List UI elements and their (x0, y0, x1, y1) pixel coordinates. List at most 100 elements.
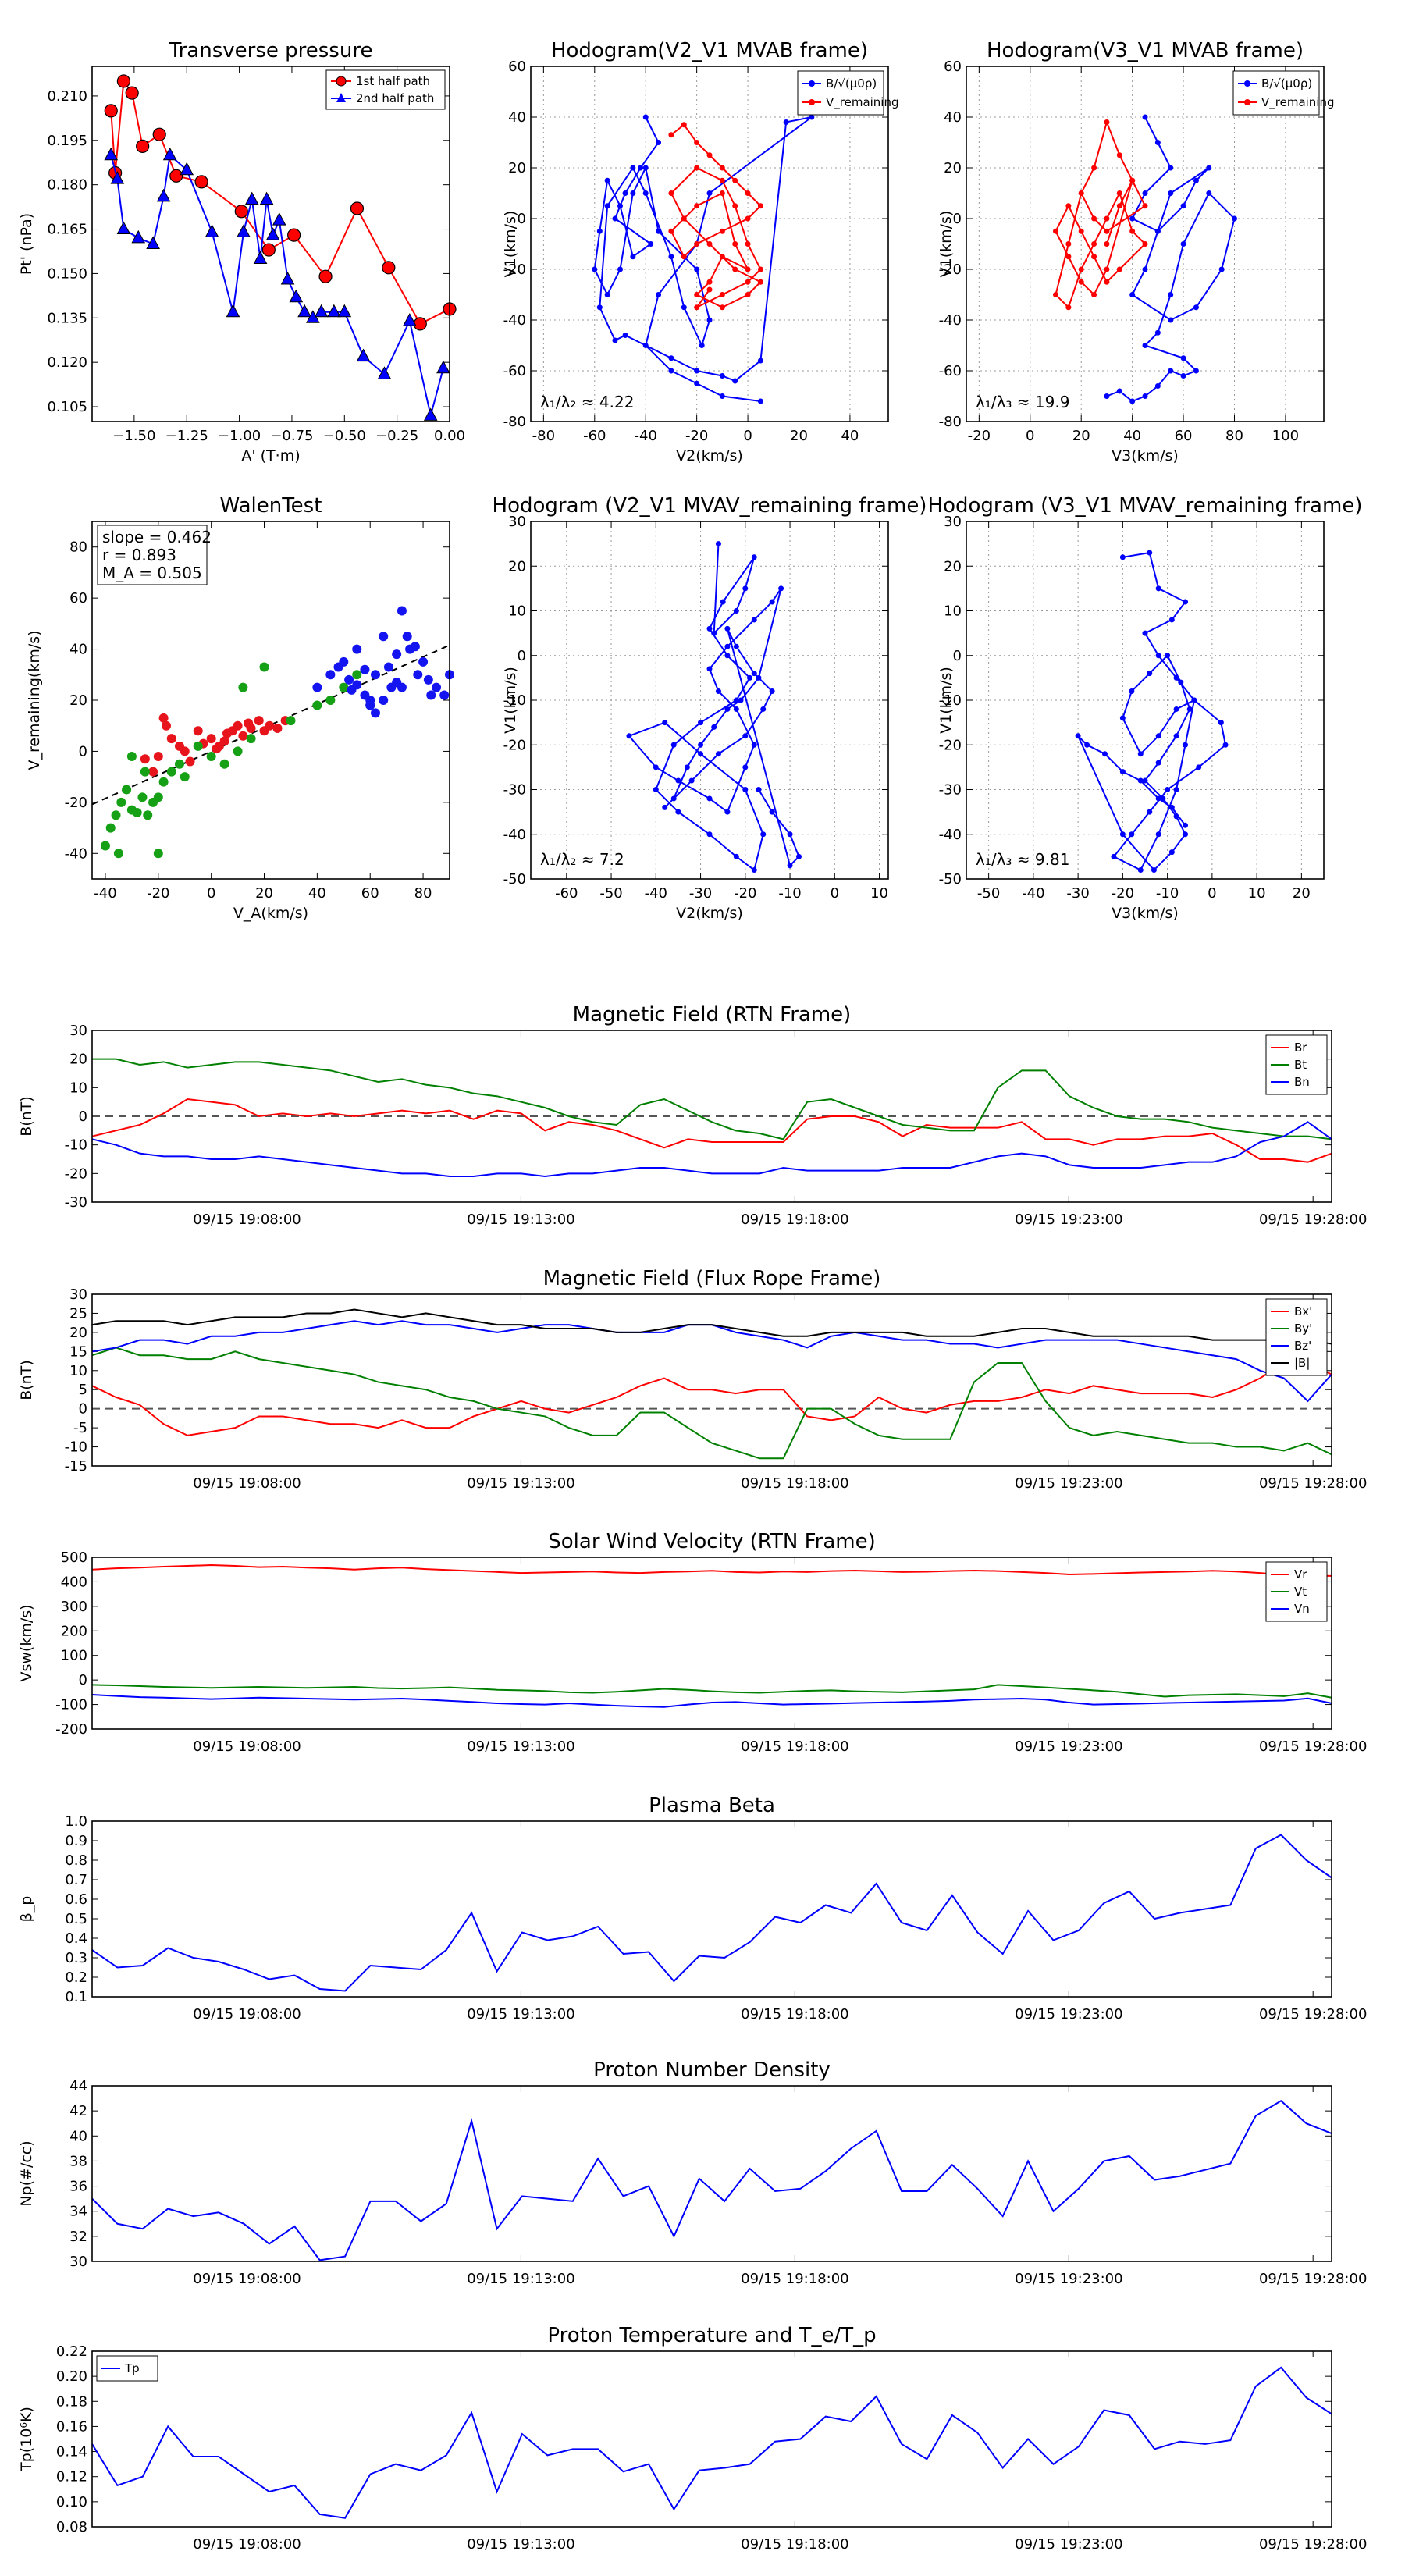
ts2-ytick-label: 0 (79, 1401, 87, 1418)
wt-ytick-label: -40 (65, 845, 87, 862)
h3-point (751, 742, 757, 748)
h3-xtick-label: -50 (599, 885, 622, 902)
wt-point (397, 606, 407, 616)
h1-point (668, 228, 674, 234)
wt-point (272, 723, 283, 733)
tp-point (131, 229, 146, 244)
wt-point (158, 713, 169, 723)
h4-point (1178, 679, 1184, 685)
ts2-xtick-label: 09/15 19:18:00 (741, 1475, 848, 1492)
h4-series-line (1077, 551, 1227, 872)
h1-point (706, 317, 713, 323)
ts2-ytick-label: 5 (79, 1382, 87, 1398)
h3-point (742, 585, 749, 592)
ts4-ytick-label: 0.1 (65, 1989, 87, 2005)
ts2-ytick-label: 15 (69, 1343, 87, 1360)
wt-point (312, 700, 322, 710)
wt-point (113, 849, 123, 859)
wt-point (153, 751, 163, 761)
ts3-ytick-label: -200 (55, 1721, 87, 1738)
h4-point (1165, 787, 1171, 792)
tp-legend-label: 2nd half path (356, 91, 434, 105)
h1-point (668, 190, 674, 196)
h3-point (778, 585, 784, 592)
wt-point (244, 718, 254, 728)
ts6-xtick-label: 09/15 19:28:00 (1259, 2536, 1367, 2553)
wt-point (347, 685, 357, 695)
ts6-ytick-label: 0.10 (56, 2494, 87, 2510)
h3-point (715, 751, 721, 757)
wt-point (222, 728, 233, 738)
wt-point (148, 767, 158, 777)
ts5-ytick-label: 40 (69, 2128, 87, 2144)
wt-point (206, 751, 216, 761)
h2-point (1053, 228, 1058, 234)
tp-point (104, 147, 119, 161)
tp-point (261, 243, 276, 257)
h1-point (638, 165, 644, 171)
wt-point (344, 674, 354, 685)
ts5-ytick-label: 38 (69, 2153, 87, 2169)
tp-title: Transverse pressure (169, 39, 373, 62)
wt-point (371, 708, 381, 718)
h2-point (1129, 215, 1136, 222)
h4-point (1186, 706, 1193, 712)
h4-point (1129, 688, 1135, 695)
wt-xtick-label: 0 (207, 885, 215, 902)
h3-frame (530, 521, 889, 880)
h1-xtick-label: 0 (743, 428, 752, 444)
h3-point (796, 853, 802, 859)
ts4-xtick-label: 09/15 19:08:00 (193, 2006, 301, 2023)
h1-point (668, 254, 674, 260)
h2-point (1193, 368, 1199, 374)
h3-ytick-label: -40 (503, 827, 526, 843)
h3-point (724, 625, 731, 632)
ts6-series-Tp (91, 2366, 1332, 2519)
tp-ytick-label: 0.135 (47, 310, 87, 326)
wt-point (193, 726, 203, 736)
wt-point (246, 734, 256, 744)
wt-xtick-label: -40 (94, 885, 116, 902)
h2-ylabel: V1(km/s) (937, 211, 955, 278)
h3-point (751, 671, 757, 677)
h1-point (681, 304, 687, 311)
h1-point (699, 343, 705, 348)
ts3-series-Vt (91, 1684, 1332, 1699)
wt-point (379, 696, 389, 705)
ts2-series-By' (91, 1347, 1332, 1460)
wt-point (352, 670, 362, 680)
h1-ylabel: V1(km/s) (502, 211, 519, 278)
h2-point (1193, 304, 1199, 311)
h1-point (694, 266, 700, 272)
h3-ytick-label: -20 (503, 737, 526, 753)
h3-point (675, 809, 681, 815)
h1-point (745, 215, 751, 222)
h2-xtick-label: 20 (1072, 428, 1090, 444)
h1-point (681, 215, 687, 222)
tp-ytick-label: 0.210 (47, 88, 87, 105)
wt-point (100, 841, 110, 851)
wt-stat: r = 0.893 (102, 546, 176, 564)
ts5-ytick-label: 44 (69, 2078, 87, 2094)
h4-point (1183, 831, 1189, 838)
h3-point (756, 787, 762, 792)
h1-ytick-label: -20 (503, 262, 526, 278)
tp-series-line (110, 153, 444, 416)
h2-point (1078, 228, 1084, 234)
h3-point (715, 541, 721, 547)
wt-ytick-label: 20 (69, 692, 87, 709)
wt-point (111, 810, 121, 820)
ts2-legend-label: By' (1294, 1322, 1312, 1336)
tp-xtick-label: −0.75 (270, 428, 313, 444)
h4-point (1218, 720, 1224, 726)
ts3-xtick-label: 09/15 19:08:00 (193, 1738, 301, 1755)
h2-point (1053, 292, 1058, 297)
h4-point (1168, 849, 1175, 856)
tp-legend (325, 69, 446, 110)
wt-point (153, 849, 163, 859)
ts2-frame (91, 1293, 1332, 1467)
h4-point (1147, 671, 1153, 677)
h1-legend-label: B/√(μ0ρ) (826, 76, 877, 91)
h2-point (1104, 228, 1110, 234)
h2-point (1078, 190, 1084, 196)
